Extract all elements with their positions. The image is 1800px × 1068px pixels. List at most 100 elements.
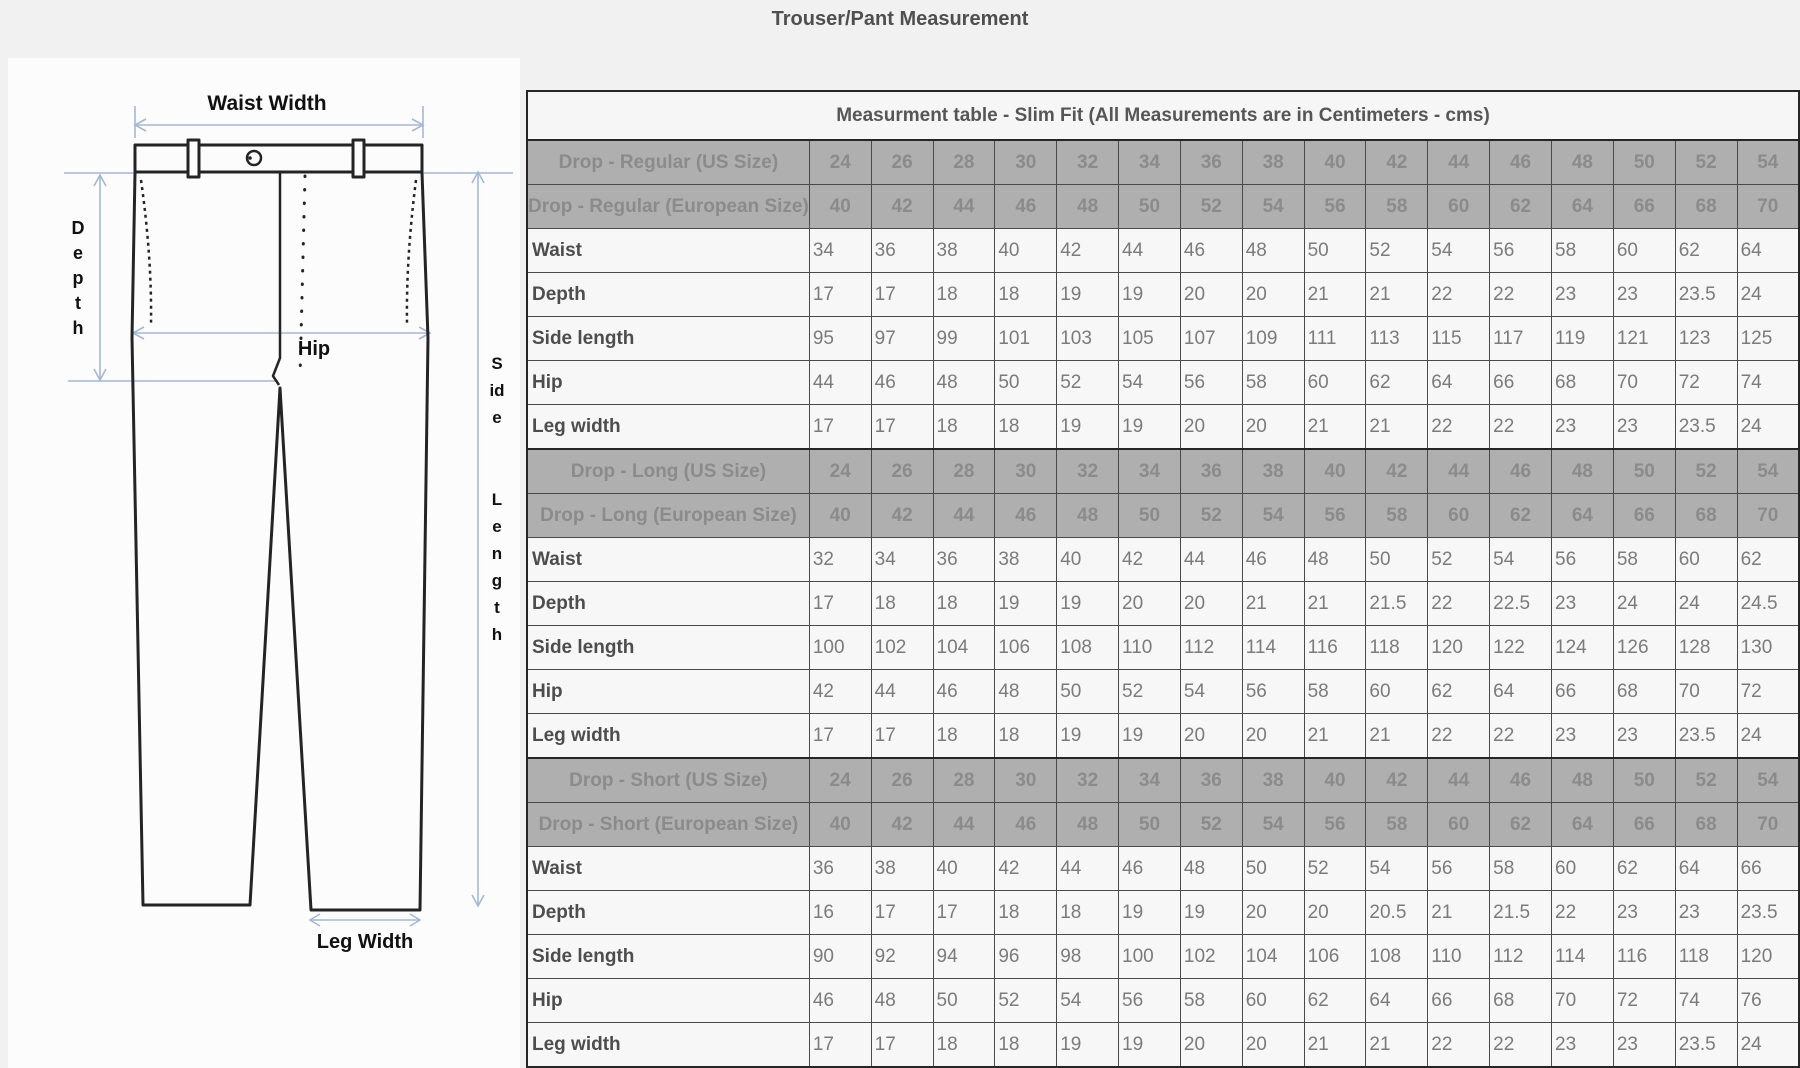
cell-value: 23: [1612, 713, 1676, 759]
cell-value: 23: [1674, 890, 1738, 935]
cell-value: 100: [1118, 934, 1181, 979]
cell-value: 21: [1365, 272, 1429, 317]
cell-value: 44: [1427, 448, 1491, 494]
cell-value: 54: [1736, 757, 1800, 803]
cell-value: 128: [1674, 625, 1738, 670]
measurement-row: Side length 95 97 99 101 103 105 107 109 111 113 11…: [526, 316, 1800, 361]
cell-value: 60: [1427, 493, 1491, 538]
diagram-labels: Waist Width Hip Leg Width: [207, 92, 413, 953]
cell-value: 40: [1303, 757, 1367, 803]
page-title: Trouser/Pant Measurement: [771, 8, 1029, 30]
cell-value: 54: [1427, 228, 1491, 273]
cell-value: 26: [870, 757, 934, 803]
cell-value: 62: [1736, 537, 1800, 582]
cell-value: 48: [1179, 846, 1243, 891]
measurement-row: Waist 32 34 36 38 40 42 44 46 48 50 52 54 56 58 60 62: [526, 537, 1800, 582]
cell-value: 66: [1612, 493, 1676, 538]
cell-value: 21: [1303, 713, 1367, 759]
cell-value: 116: [1303, 625, 1367, 670]
cell-value: 20: [1241, 272, 1305, 317]
cell-value: 21: [1303, 1022, 1367, 1068]
cell-value: 38: [870, 846, 934, 891]
cell-value: 56: [1303, 493, 1367, 538]
cell-value: 64: [1365, 978, 1429, 1023]
row-label: Waist: [526, 846, 810, 891]
cell-value: 17: [870, 404, 934, 450]
cell-value: 108: [1365, 934, 1429, 979]
row-label: Drop - Long (European Size): [526, 493, 810, 538]
cell-value: 23.5: [1674, 404, 1738, 450]
row-label: Side length: [526, 316, 810, 361]
measurement-row: Leg width 17 17 18 18 19 19 20 20 21 21 22 22 23 23 23.…: [526, 713, 1800, 759]
cell-value: 62: [1489, 493, 1552, 538]
cell-value: 20: [1179, 1022, 1243, 1068]
cell-value: 64: [1736, 228, 1800, 273]
cell-value: 58: [1241, 360, 1305, 405]
cell-value: 20: [1118, 581, 1181, 626]
cell-value: 106: [994, 625, 1058, 670]
cell-value: 110: [1427, 934, 1491, 979]
cell-value: 109: [1241, 316, 1305, 361]
cell-value: 19: [1118, 272, 1181, 317]
cell-value: 48: [1303, 537, 1367, 582]
cell-value: 36: [932, 537, 996, 582]
cell-value: 19: [1056, 1022, 1120, 1068]
size-header-row: Drop - Short (US Size) 24 26 28 30 32 34 36 38 40…: [526, 757, 1800, 803]
cell-value: 22: [1489, 713, 1552, 759]
cell-value: 56: [1179, 360, 1243, 405]
cell-value: 72: [1736, 669, 1800, 714]
cell-value: 32: [808, 537, 872, 582]
cell-value: 20: [1241, 1022, 1305, 1068]
cell-value: 46: [870, 360, 934, 405]
cell-value: 18: [994, 713, 1058, 759]
cell-value: 22: [1427, 713, 1491, 759]
measurement-row: Leg width 17 17 18 18 19 19 20 20 21 21 22 22 23 23 23.…: [526, 1022, 1800, 1068]
cell-value: 34: [1118, 757, 1181, 803]
cell-value: 30: [994, 139, 1058, 185]
cell-value: 56: [1303, 802, 1367, 847]
cell-value: 24: [1736, 1022, 1800, 1068]
measurement-row: Hip 46 48 50 52 54 56 58 60 62 64 66 68 70 72 74 76: [526, 978, 1800, 1023]
cell-value: 42: [1365, 448, 1429, 494]
cell-value: 40: [808, 184, 872, 229]
cell-value: 20: [1179, 404, 1243, 450]
cell-value: 56: [1241, 669, 1305, 714]
cell-value: 114: [1551, 934, 1614, 979]
cell-value: 114: [1241, 625, 1305, 670]
depth-arrow: [64, 172, 513, 382]
cell-value: 122: [1489, 625, 1552, 670]
cell-value: 62: [1612, 846, 1676, 891]
cell-value: 60: [1427, 184, 1491, 229]
cell-value: 68: [1489, 978, 1552, 1023]
cell-value: 92: [870, 934, 934, 979]
cell-value: 44: [870, 669, 934, 714]
cell-value: 68: [1674, 802, 1738, 847]
cell-value: 70: [1736, 184, 1800, 229]
cell-value: 24: [808, 139, 872, 185]
cell-value: 96: [994, 934, 1058, 979]
cell-value: 40: [808, 802, 872, 847]
cell-value: 44: [932, 802, 996, 847]
row-label: Drop - Short (US Size): [526, 757, 810, 803]
cell-value: 60: [1551, 846, 1614, 891]
cell-value: 40: [1303, 448, 1367, 494]
cell-value: 68: [1674, 184, 1738, 229]
cell-value: 52: [1179, 184, 1243, 229]
cell-value: 21: [1365, 713, 1429, 759]
cell-value: 50: [1118, 184, 1181, 229]
cell-value: 22: [1427, 272, 1491, 317]
cell-value: 118: [1674, 934, 1738, 979]
size-header-row: Drop - Regular (European Size) 40 42 44 46 48…: [526, 184, 1800, 229]
cell-value: 21: [1365, 1022, 1429, 1068]
cell-value: 24: [808, 757, 872, 803]
cell-value: 21: [1303, 272, 1367, 317]
cell-value: 94: [932, 934, 996, 979]
right-pocket-stitch: [405, 179, 418, 325]
cell-value: 46: [1241, 537, 1305, 582]
measurement-row: Side length 100 102 104 106 108 110 112 114 116 11…: [526, 625, 1800, 670]
cell-value: 108: [1056, 625, 1120, 670]
cell-value: 54: [1489, 537, 1552, 582]
cell-value: 18: [994, 272, 1058, 317]
cell-value: 42: [870, 493, 934, 538]
cell-value: 22: [1489, 272, 1552, 317]
